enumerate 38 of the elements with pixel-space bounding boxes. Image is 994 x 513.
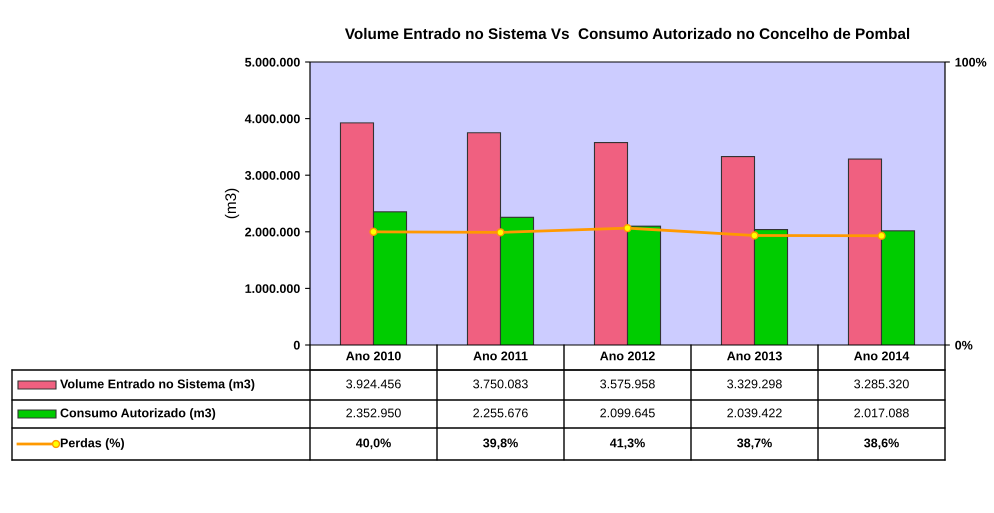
data-label: 3.575.958 — [600, 380, 655, 388]
data-label: 2.352.950 — [346, 408, 401, 418]
data-label: 2.099.645 — [600, 408, 655, 418]
point — [750, 231, 759, 240]
y-tick-label: 4.000.000 — [244, 114, 300, 124]
y2-tick-label: 100% — [956, 58, 986, 67]
y-tick-label: 1.000.000 — [245, 284, 300, 294]
data-label: 3.329.298 — [727, 380, 782, 388]
data-label: 41,3% — [610, 438, 645, 450]
data-label: 2.039.422 — [727, 408, 782, 418]
point — [877, 232, 886, 240]
x-tick-label: Ano 2014 — [854, 352, 910, 360]
y-tick-label: 3.000.000 — [244, 171, 300, 180]
data-label: 2.017.088 — [854, 408, 909, 418]
legend-label: Volume Entrado no Sistema (m3) — [60, 379, 254, 391]
y-tick-label: 0 — [294, 340, 300, 350]
data-label: 38,7% — [737, 438, 772, 450]
y-axis-title: (m3) — [224, 188, 240, 218]
data-label: 2.255.676 — [473, 408, 528, 418]
x-tick-label: Ano 2010 — [346, 352, 401, 360]
y2-tick-label: 0% — [955, 340, 972, 350]
data-label: 3.285.320 — [854, 380, 909, 388]
point — [496, 228, 505, 237]
y-tick-label: 2.000.000 — [245, 228, 300, 236]
data-label: 3.924.456 — [346, 380, 401, 388]
point — [623, 224, 632, 232]
legend-label: Perdas (%) — [60, 438, 124, 450]
legend-label: Consumo Autorizado (m3) — [60, 408, 216, 420]
chart-title: Volume Entrado no Sistema Vs Consumo Autorizado no Concelho de Pombal — [344, 28, 910, 40]
x-tick-label: Ano 2013 — [727, 352, 782, 360]
data-label: 40,0% — [356, 438, 391, 450]
y-tick-label: 5.000.000 — [245, 58, 300, 67]
x-tick-label: Ano 2012 — [600, 352, 655, 360]
data-label: 38,6% — [864, 438, 899, 450]
x-tick-label: Ano 2011 — [473, 352, 528, 360]
data-label: 3.750.083 — [473, 380, 528, 388]
point — [369, 228, 378, 236]
data-label: 39,8% — [483, 438, 518, 450]
